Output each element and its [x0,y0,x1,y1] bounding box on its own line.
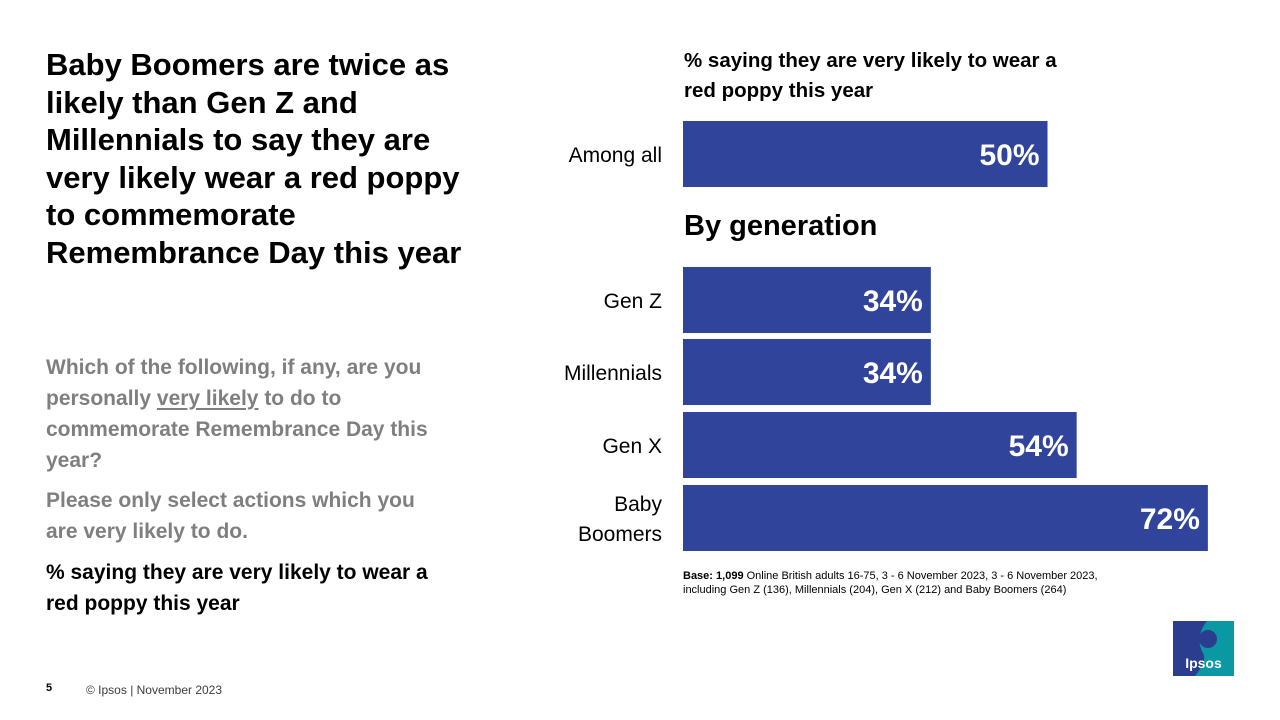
question-underlined: very likely [156,387,259,410]
bar-millennials [683,339,931,405]
value-label-gen-z: 34% [863,285,923,318]
bar-among-all [683,121,1048,187]
group-title-by-generation: By generation [684,210,878,242]
logo-text: Ipsos [1185,655,1222,671]
bar-gen-x [683,412,1077,478]
value-label-millennials: 34% [863,357,923,390]
bar-baby-boomers [683,485,1208,551]
base-footnote: Base: 1,099 Online British adults 16-75,… [683,569,1113,597]
page-number: 5 [46,682,53,694]
category-label-baby-boomers: Baby Boomers [578,493,663,546]
survey-question: Which of the following, if any, are you … [46,352,446,476]
chart-title: % saying they are very likely to wear a … [684,49,1057,102]
value-label-among-all: 50% [979,139,1039,172]
category-label-gen-x: Gen X [602,435,662,458]
base-value: 1,099 [716,570,744,582]
slide-headline: Baby Boomers are twice as likely than Ge… [46,47,462,270]
base-text: Online British adults 16-75, 3 - 6 Novem… [683,570,1098,596]
question-text-1: Which of the following, if any, are you … [46,356,422,410]
survey-instruction: Please only select actions which you are… [46,489,415,543]
measure-label: % saying they are very likely to wear a … [46,561,428,615]
value-label-gen-x: 54% [1009,430,1069,463]
copyright-text: © Ipsos | November 2023 [86,683,223,697]
bar-gen-z [683,267,931,333]
ipsos-logo: Ipsos [1173,621,1234,676]
category-label-millennials: Millennials [564,362,662,385]
value-label-baby-boomers: 72% [1140,503,1200,536]
base-label: Base: [683,570,713,582]
category-label-gen-z: Gen Z [604,290,663,313]
category-label-among-all: Among all [569,144,662,167]
question-text-2: to do to commemorate Remembrance Day thi… [46,387,428,472]
